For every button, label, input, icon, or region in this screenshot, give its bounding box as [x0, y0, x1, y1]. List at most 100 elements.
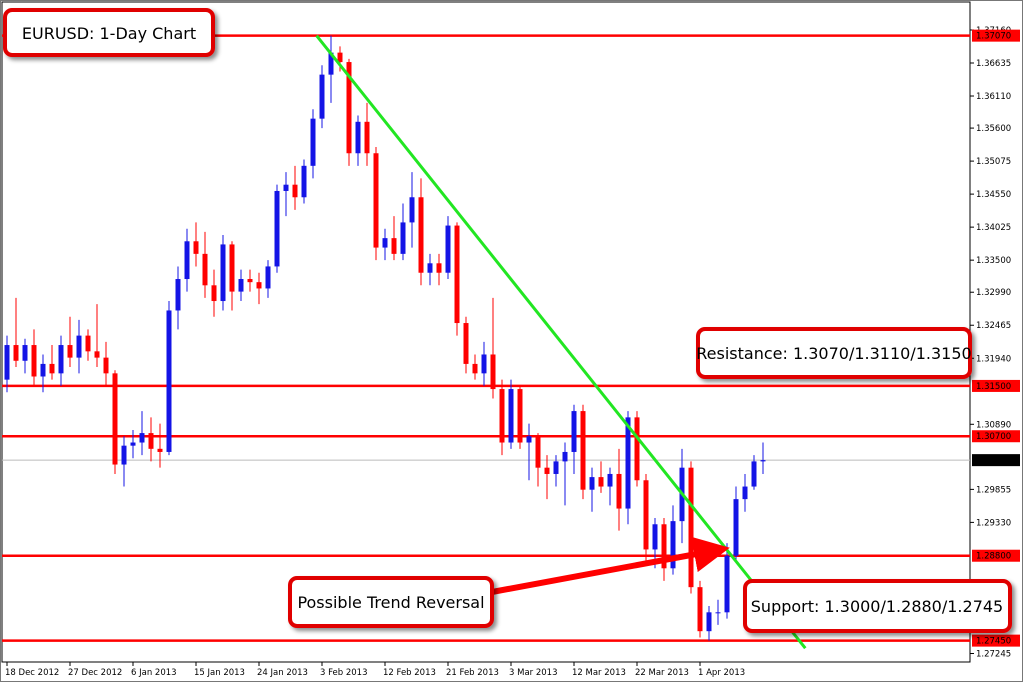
candle-body	[490, 354, 496, 390]
level-label: 1.37070	[976, 32, 1011, 42]
candle-body	[409, 197, 415, 223]
y-tick-label: 1.29855	[976, 485, 1011, 495]
y-tick-label: 1.32465	[976, 321, 1011, 331]
candle-body	[508, 389, 514, 443]
candle-body	[220, 244, 226, 302]
y-tick-label: 1.29330	[976, 518, 1011, 528]
candle-body	[598, 477, 604, 487]
candle-body	[364, 121, 370, 154]
candle-body	[211, 285, 217, 302]
candle-body	[310, 118, 316, 166]
level-tag	[972, 29, 1020, 42]
level-label: 1.27450	[976, 637, 1011, 647]
annotation-box	[743, 579, 1012, 633]
candle-body	[373, 153, 379, 248]
candle-body	[103, 357, 109, 374]
candle-body	[733, 499, 739, 556]
candle-body	[643, 480, 649, 550]
candle-body	[481, 354, 487, 374]
candle-body	[13, 345, 19, 361]
annotation-box	[288, 576, 494, 628]
candle-body	[760, 460, 766, 462]
candle-body	[688, 467, 694, 588]
level-label: 1.31500	[976, 382, 1011, 392]
candle-body	[139, 433, 145, 443]
y-tick-label: 1.31940	[976, 354, 1011, 364]
candle-body	[616, 473, 622, 509]
candle-body	[418, 197, 424, 273]
candle-body	[634, 417, 640, 481]
current-price-tag	[972, 454, 1020, 467]
candle-body	[328, 52, 334, 75]
y-tick-label: 1.33500	[976, 256, 1011, 266]
candle-body	[265, 266, 271, 289]
x-tick-label: 6 Jan 2013	[131, 668, 177, 678]
candle-body	[751, 461, 757, 487]
candle-body	[553, 461, 559, 474]
level-tag	[972, 430, 1020, 443]
y-tick-label: 1.35600	[976, 124, 1011, 134]
candle-body	[400, 222, 406, 254]
candle-body	[625, 417, 631, 509]
candle-body	[697, 587, 703, 632]
candle-body	[49, 363, 55, 374]
candle-body	[355, 121, 361, 154]
candle-body	[193, 241, 199, 254]
candle-body	[292, 184, 298, 198]
y-tick-label: 1.36635	[976, 59, 1011, 69]
candle-body	[94, 351, 100, 358]
candle-body	[580, 411, 586, 490]
y-tick-label: 1.32990	[976, 288, 1011, 298]
chart-title: EURUSD: 1-Day Chart	[22, 24, 196, 43]
candle-body	[436, 263, 442, 273]
candle-body	[454, 225, 460, 324]
candle-body	[31, 345, 37, 377]
candle-body	[283, 184, 289, 191]
x-tick-label: 12 Feb 2013	[383, 668, 436, 678]
candle-body	[247, 279, 253, 283]
x-tick-label: 18 Dec 2012	[5, 668, 59, 678]
level-label: 1.30700	[976, 432, 1011, 442]
candle-body	[337, 52, 343, 63]
candle-body	[499, 389, 505, 443]
candle-body	[562, 451, 568, 462]
candle-body	[652, 524, 658, 550]
candle-body	[427, 263, 433, 273]
y-tick-label: 1.34025	[976, 223, 1011, 233]
candle-body	[670, 521, 676, 569]
current-price-label: 1.30320	[976, 456, 1011, 466]
x-tick-label: 3 Mar 2013	[509, 668, 557, 678]
candle-body	[391, 238, 397, 254]
candle-body	[40, 363, 46, 377]
candle-body	[130, 442, 136, 446]
annotations: EURUSD: 1-Day Chart Resistance: 1.3070/1…	[3, 8, 1012, 633]
candle-body	[67, 345, 73, 358]
candle-body	[175, 279, 181, 311]
candle-body	[229, 244, 235, 292]
x-tick-label: 15 Jan 2013	[194, 668, 245, 678]
candle-body	[535, 436, 541, 468]
level-tag	[972, 379, 1020, 392]
candle-body	[256, 282, 262, 289]
annotation: Support: 1.3000/1.2880/1.2745	[751, 597, 1003, 616]
level-label: 1.28800	[976, 552, 1011, 562]
candle-body	[157, 448, 163, 452]
y-tick-label: 1.36110	[976, 92, 1011, 102]
candle-body	[148, 433, 154, 449]
candle-body	[544, 467, 550, 474]
candle-body	[607, 473, 613, 487]
candle-body	[472, 363, 478, 374]
candle-body	[121, 445, 127, 465]
x-tick-label: 3 Feb 2013	[320, 668, 368, 678]
y-tick-label: 1.27245	[976, 650, 1011, 660]
candle-body	[76, 335, 82, 358]
candle-body	[166, 310, 172, 452]
candle-body	[22, 345, 28, 361]
y-tick-label: 1.30890	[976, 420, 1011, 430]
candle-body	[706, 612, 712, 632]
annotation: Possible Trend Reversal	[297, 593, 484, 612]
x-tick-label: 27 Dec 2012	[68, 668, 122, 678]
x-tick-label: 1 Apr 2013	[698, 668, 745, 678]
candle-body	[517, 389, 523, 443]
